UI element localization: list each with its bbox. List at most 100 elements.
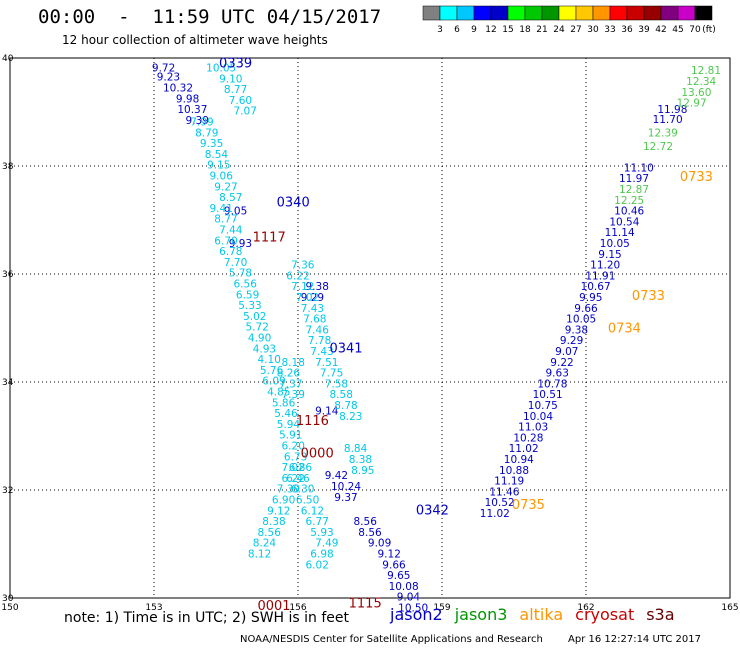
data-label: 10.54 <box>609 216 639 228</box>
data-label: 7.12 <box>291 281 314 293</box>
data-label: 6.77 <box>306 516 329 528</box>
data-label: 9.10 <box>219 73 242 85</box>
data-label: 10.46 <box>614 206 644 218</box>
x-tick-label: 159 <box>433 603 450 612</box>
data-label: 8.26 <box>277 368 301 380</box>
data-label: 11.03 <box>518 422 548 434</box>
data-label: 9.95 <box>579 292 602 304</box>
wave-height-chart: 150 153 156 159 162 1653032343638409.729.2310… <box>1 54 738 612</box>
data-label: 10.05 <box>206 63 236 75</box>
data-label: 9.39 <box>186 115 209 127</box>
pass-time-label: 0342 <box>416 503 449 518</box>
data-label: 9.63 <box>546 368 569 380</box>
data-label: 9.41 <box>210 203 233 215</box>
legend-tick-label: 30 <box>587 25 599 35</box>
pass-time-label: 1117 <box>253 231 286 246</box>
data-label: 9.38 <box>565 324 588 336</box>
data-label: 7.36 <box>291 260 315 272</box>
chart-subtitle: 12 hour collection of altimeter wave hei… <box>62 33 328 47</box>
data-label: 6.02 <box>306 559 329 571</box>
data-label: 8.56 <box>358 527 382 539</box>
data-label: 8.77 <box>214 214 237 226</box>
legend-tick-label: 33 <box>604 25 615 35</box>
data-label: 9.98 <box>176 93 199 105</box>
legend-tick-label: 36 <box>621 25 633 35</box>
data-label: 9.09 <box>368 538 391 550</box>
pass-time-label: 1115 <box>349 597 382 612</box>
pass-time-label: 0340 <box>277 196 310 211</box>
data-label: 8.79 <box>195 127 218 139</box>
legend-tick-label: 42 <box>655 25 666 35</box>
data-label: 9.07 <box>555 346 578 358</box>
satellite-legend: jason2 jason3 altika cryosat s3a <box>390 605 687 624</box>
y-tick-label: 30 <box>2 594 14 604</box>
data-label: 5.94 <box>277 419 301 431</box>
data-label: 6.22 <box>286 270 309 282</box>
data-label: 10.37 <box>177 104 207 116</box>
data-label: 6.78 <box>219 246 242 258</box>
data-label: 6.09 <box>262 376 285 388</box>
data-label: 10.08 <box>389 581 419 593</box>
data-label: 12.81 <box>691 65 721 77</box>
legend-tick-label: 70 <box>689 25 701 35</box>
y-tick-label: 38 <box>2 162 14 172</box>
data-label: 8.95 <box>351 465 374 477</box>
legend-tick-label: 9 <box>471 25 477 35</box>
satellite-legend-item: jason3 <box>454 605 508 624</box>
data-label: 11.20 <box>590 260 620 272</box>
data-label: 9.12 <box>378 549 401 561</box>
data-label: 11.98 <box>657 104 687 116</box>
data-label: 7.99 <box>190 117 213 129</box>
data-label: 7.70 <box>224 257 247 269</box>
data-label: 11.19 <box>494 476 524 488</box>
data-label: 5.93 <box>310 527 333 539</box>
data-label: 8.84 <box>344 443 368 455</box>
data-label: 7.68 <box>303 314 326 326</box>
data-label: 6.73 <box>284 451 307 463</box>
pass-time-label: 0339 <box>219 57 252 72</box>
data-label: 11.91 <box>585 270 615 282</box>
satellite-legend-item: altika <box>519 605 564 624</box>
data-label: 9.66 <box>574 303 598 315</box>
legend-units: (ft) <box>702 25 716 35</box>
data-label: 7.60 <box>229 95 252 107</box>
data-label: 10.51 <box>533 389 563 401</box>
data-label: 8.56 <box>354 516 378 528</box>
pass-time-label: 0735 <box>512 498 545 513</box>
data-label: 7.02 <box>282 462 305 474</box>
legend-tick-label: 15 <box>502 25 513 35</box>
data-label: 7.49 <box>315 538 338 550</box>
data-label: 5.72 <box>246 322 269 334</box>
legend-tick-label: 21 <box>536 25 547 35</box>
data-label: 6.22 <box>282 473 305 485</box>
legend-tick-label: 24 <box>553 25 565 35</box>
data-label: 7.43 <box>310 346 333 358</box>
data-label: 10.88 <box>499 465 529 477</box>
data-label: 9.93 <box>229 238 252 250</box>
data-label: 10.32 <box>163 82 193 94</box>
data-label: 8.57 <box>219 192 242 204</box>
data-label: 9.23 <box>157 72 180 84</box>
data-label: 7.02 <box>296 292 319 304</box>
legend-tick-label: 6 <box>454 25 460 35</box>
data-label: 9.15 <box>207 160 230 172</box>
data-label: 8.18 <box>282 357 305 369</box>
satellite-legend-item: cryosat <box>575 605 635 624</box>
data-label: 10.67 <box>581 281 611 293</box>
data-label: 7.75 <box>320 368 343 380</box>
pass-time-label: 0733 <box>680 170 713 185</box>
data-label: 9.05 <box>224 206 247 218</box>
data-label: 7.39 <box>282 389 305 401</box>
data-label: 6.50 <box>296 495 319 507</box>
pass-time-label: 0734 <box>608 321 641 336</box>
legend-tick-label: 39 <box>638 25 650 35</box>
data-label: 10.04 <box>523 411 553 423</box>
data-label: 9.42 <box>325 470 348 482</box>
x-tick-label: 150 <box>1 603 18 612</box>
data-label: 10.75 <box>528 400 558 412</box>
data-label: 11.02 <box>480 508 510 520</box>
data-label: 7.51 <box>315 357 338 369</box>
data-label: 9.27 <box>214 181 237 193</box>
data-label: 8.54 <box>205 149 229 161</box>
y-tick-label: 32 <box>2 486 13 496</box>
